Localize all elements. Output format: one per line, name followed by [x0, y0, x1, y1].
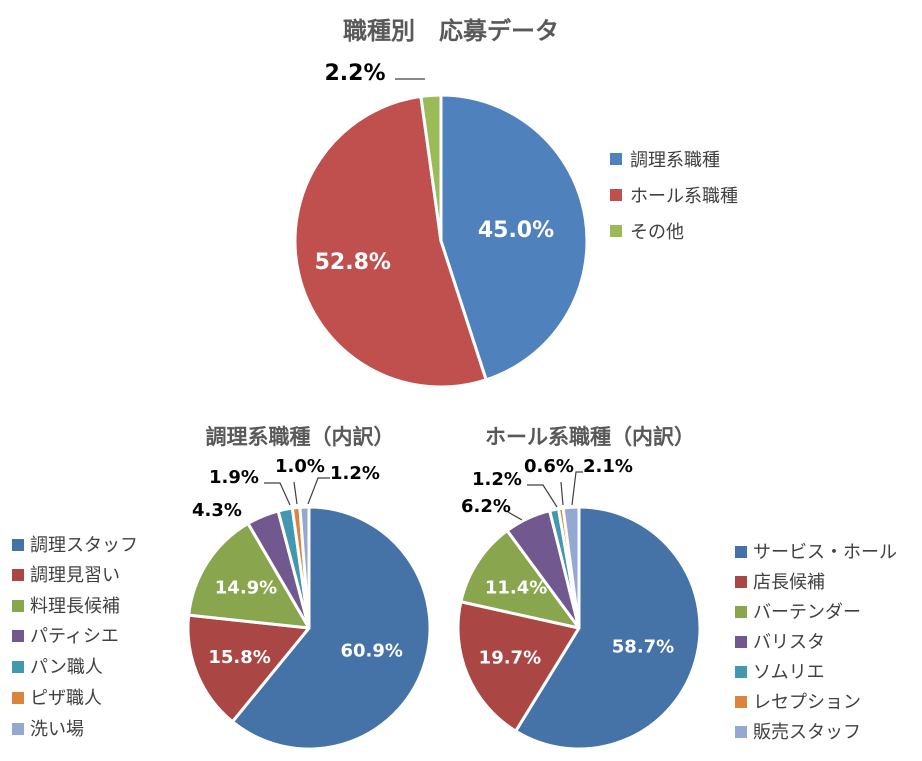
- leader-line: [560, 481, 564, 506]
- legend-label: 販売スタッフ: [753, 722, 861, 743]
- slice-value-label: 15.8%: [208, 647, 270, 668]
- legend-swatch: [735, 696, 747, 708]
- slice-value-label: 1.9%: [209, 467, 259, 488]
- kitchen-legend: 調理スタッフ 調理見習い 料理長候補 パティシエ パン職人 ピザ職人 洗い場: [12, 535, 138, 740]
- leader-line: [507, 511, 523, 521]
- legend-swatch: [12, 569, 24, 581]
- pie-slice: [298, 505, 311, 630]
- legend-label: その他: [630, 222, 684, 243]
- legend-label: 調理系職種: [630, 150, 720, 171]
- legend-label: 調理見習い: [30, 565, 120, 586]
- legend-label: レセプション: [753, 692, 861, 713]
- legend-swatch: [12, 692, 24, 704]
- pie-slice: [187, 521, 311, 630]
- legend-swatch: [735, 636, 747, 648]
- hall-chart-title: ホール系職種（内訳）: [485, 425, 695, 449]
- legend-swatch: [735, 726, 747, 738]
- main-pie: 45.0% 52.8% 2.2%: [293, 61, 589, 389]
- pie-slice: [514, 505, 702, 751]
- slice-value-label: 0.6%: [524, 456, 574, 477]
- leader-line: [293, 481, 298, 505]
- legend-swatch: [735, 546, 747, 558]
- pie-slice: [561, 505, 581, 630]
- legend-label: 料理長候補: [30, 596, 120, 617]
- legend-label: ピザ職人: [30, 688, 102, 709]
- leader-line: [527, 484, 558, 508]
- pie-slice: [419, 93, 443, 243]
- legend-swatch: [12, 600, 24, 612]
- legend-swatch: [12, 723, 24, 735]
- slice-value-label: 2.1%: [583, 456, 633, 477]
- slice-value-label: 1.0%: [275, 456, 325, 477]
- pie-slice: [439, 93, 589, 382]
- legend-label: ホール系職種: [630, 186, 738, 207]
- legend-swatch: [735, 666, 747, 678]
- legend-label: パティシエ: [30, 626, 119, 647]
- hall-legend: サービス・ホール 店長候補 バーテンダー バリスタ ソムリエ レセプション 販売…: [735, 542, 897, 743]
- pie-slice: [293, 94, 488, 389]
- main-chart-title: 職種別 応募データ: [343, 17, 559, 45]
- slice-value-label: 11.4%: [485, 577, 547, 598]
- kitchen-chart-title: 調理系職種（内訳）: [206, 425, 395, 449]
- legend-swatch: [12, 630, 24, 642]
- legend-swatch: [735, 606, 747, 618]
- legend-swatch: [12, 539, 24, 551]
- leader-line: [264, 482, 291, 506]
- legend-label: ソムリエ: [753, 662, 825, 683]
- legend-label: バーテンダー: [753, 602, 861, 623]
- pie-slice: [459, 529, 581, 630]
- legend-label: バリスタ: [753, 632, 825, 653]
- pie-slice: [186, 613, 311, 724]
- slice-value-label: 4.3%: [192, 500, 242, 521]
- legend-label: パン職人: [30, 657, 103, 678]
- slice-value-label: 45.0%: [478, 218, 554, 243]
- legend-swatch: [12, 661, 24, 673]
- slice-value-label: 2.2%: [324, 61, 385, 86]
- kitchen-pie: 60.9% 15.8% 14.9% 4.3% 1.9% 1.0% 1.2%: [186, 456, 432, 751]
- legend-label: 店長候補: [753, 572, 825, 593]
- slice-value-label: 19.7%: [479, 648, 541, 669]
- hall-pie: 58.7% 19.7% 11.4% 6.2% 1.2%0.6% 2.1%: [456, 456, 702, 751]
- pie-slice: [456, 600, 581, 733]
- slice-value-label: 14.9%: [215, 578, 277, 599]
- legend-swatch: [610, 225, 622, 237]
- legend-swatch: [735, 576, 747, 588]
- slice-value-label: 52.8%: [315, 250, 391, 275]
- legend-label: サービス・ホール: [753, 542, 897, 563]
- slice-value-label: 1.2%: [472, 469, 522, 490]
- slice-value-label: 60.9%: [340, 641, 402, 662]
- slice-value-label: 58.7%: [612, 636, 674, 657]
- leader-line: [307, 477, 330, 505]
- pie-slice: [230, 505, 432, 751]
- legend-label: 調理スタッフ: [30, 535, 138, 556]
- slice-value-label: 6.2%: [461, 496, 511, 517]
- leader-line: [571, 471, 583, 506]
- legend-label: 洗い場: [30, 719, 84, 740]
- legend-swatch: [610, 189, 622, 201]
- main-legend: 調理系職種 ホール系職種 その他: [610, 150, 738, 243]
- legend-swatch: [610, 153, 622, 165]
- slice-value-label: 1.2%: [330, 463, 380, 484]
